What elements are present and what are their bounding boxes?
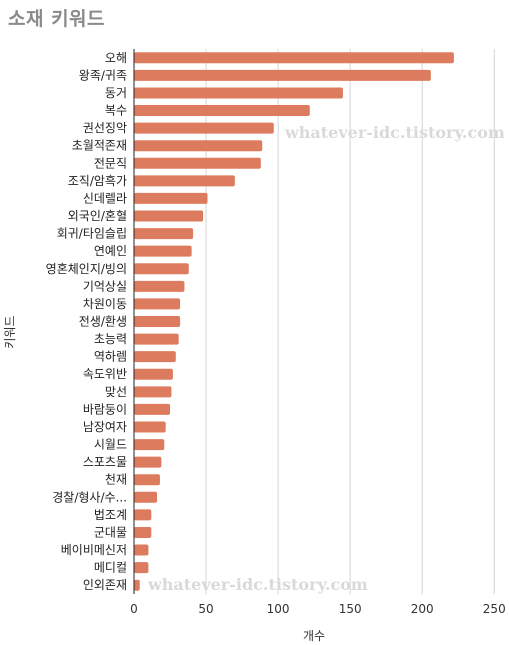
bar xyxy=(134,210,204,222)
bar xyxy=(134,69,431,81)
y-tick-label: 오해 xyxy=(105,51,127,65)
y-tick-label: 천재 xyxy=(105,472,127,487)
bar xyxy=(134,439,165,451)
bar xyxy=(134,579,140,591)
watermark: whatever-idc.tistory.com xyxy=(284,123,505,142)
bar xyxy=(134,122,274,134)
bar xyxy=(134,474,160,486)
y-tick-label: 인외존재 xyxy=(83,578,127,592)
y-tick-label: 메디컬 xyxy=(94,561,127,575)
x-tick-label: 200 xyxy=(411,602,434,616)
y-tick-label: 왕족/귀족 xyxy=(79,68,127,82)
bar xyxy=(134,526,152,538)
bar xyxy=(134,105,310,117)
bar xyxy=(134,280,185,292)
bar xyxy=(134,421,166,433)
y-tick-label: 시월드 xyxy=(94,438,127,452)
y-tick-labels: 오해왕족/귀족동거복수권선징악초월적존재전문직조직/암흑가신데렐라외국인/혼혈회… xyxy=(46,51,127,592)
y-tick-label: 동거 xyxy=(105,86,127,100)
y-tick-label: 속도위반 xyxy=(83,367,127,381)
bar xyxy=(134,368,173,380)
y-tick-label: 베이비메신저 xyxy=(61,543,127,557)
x-tick-label: 100 xyxy=(267,602,290,616)
bar xyxy=(134,175,235,187)
bar xyxy=(134,456,162,468)
y-tick-label: 스포츠물 xyxy=(83,455,127,469)
bar xyxy=(134,333,179,345)
y-tick-label: 외국인/혼혈 xyxy=(68,209,127,223)
y-tick-label: 차원이동 xyxy=(83,297,127,311)
y-tick-label: 군대물 xyxy=(94,525,127,539)
grid-lines xyxy=(205,49,495,594)
y-tick-label: 남장여자 xyxy=(83,420,127,434)
bar xyxy=(134,157,261,169)
y-tick-label: 법조계 xyxy=(94,508,127,522)
y-tick-label: 기억상실 xyxy=(83,279,127,293)
x-tick-label: 50 xyxy=(198,602,213,616)
y-tick-label: 전문직 xyxy=(94,156,127,170)
y-tick-label: 경찰/형사/수... xyxy=(52,490,127,504)
bar xyxy=(134,403,171,415)
bar xyxy=(134,351,176,363)
y-tick-label: 전생/환생 xyxy=(79,315,127,329)
bar xyxy=(134,52,454,64)
y-tick-label: 복수 xyxy=(105,104,127,118)
y-tick-label: 신데렐라 xyxy=(83,191,127,205)
bar xyxy=(134,245,192,257)
y-axis-title: 키워드 xyxy=(3,315,17,348)
bar xyxy=(134,228,194,240)
y-tick-label: 영혼체인지/빙의 xyxy=(46,262,127,276)
x-tick-label: 0 xyxy=(130,602,138,616)
bar xyxy=(134,316,181,327)
y-tick-label: 초능력 xyxy=(94,332,127,346)
bar xyxy=(134,263,189,275)
chart-title: 소재 키워드 xyxy=(8,8,106,30)
bar xyxy=(134,491,158,503)
x-tick-label: 150 xyxy=(339,602,362,616)
x-axis-title: 개수 xyxy=(303,629,325,643)
y-tick-label: 바람둥이 xyxy=(83,402,127,416)
y-tick-label: 권선징악 xyxy=(83,121,127,135)
bar xyxy=(134,192,208,204)
bar xyxy=(134,298,181,310)
bar xyxy=(134,87,343,99)
y-tick-label: 역하렘 xyxy=(94,350,127,364)
bar xyxy=(134,386,172,398)
bar xyxy=(134,140,263,152)
watermark: whatever-idc.tistory.com xyxy=(147,575,368,594)
y-tick-label: 조직/암흑가 xyxy=(68,174,127,188)
x-tick-label: 250 xyxy=(483,602,506,616)
y-tick-label: 초월적존재 xyxy=(72,139,127,153)
bar xyxy=(134,562,149,574)
y-tick-label: 연예인 xyxy=(94,244,127,258)
bar xyxy=(134,544,149,556)
bar xyxy=(134,509,152,521)
y-tick-label: 회귀/타임슬립 xyxy=(57,227,127,241)
bars xyxy=(134,52,454,591)
y-tick-label: 맞선 xyxy=(105,385,127,399)
x-tick-labels: 0 50 100 150 200 250 xyxy=(130,602,506,616)
